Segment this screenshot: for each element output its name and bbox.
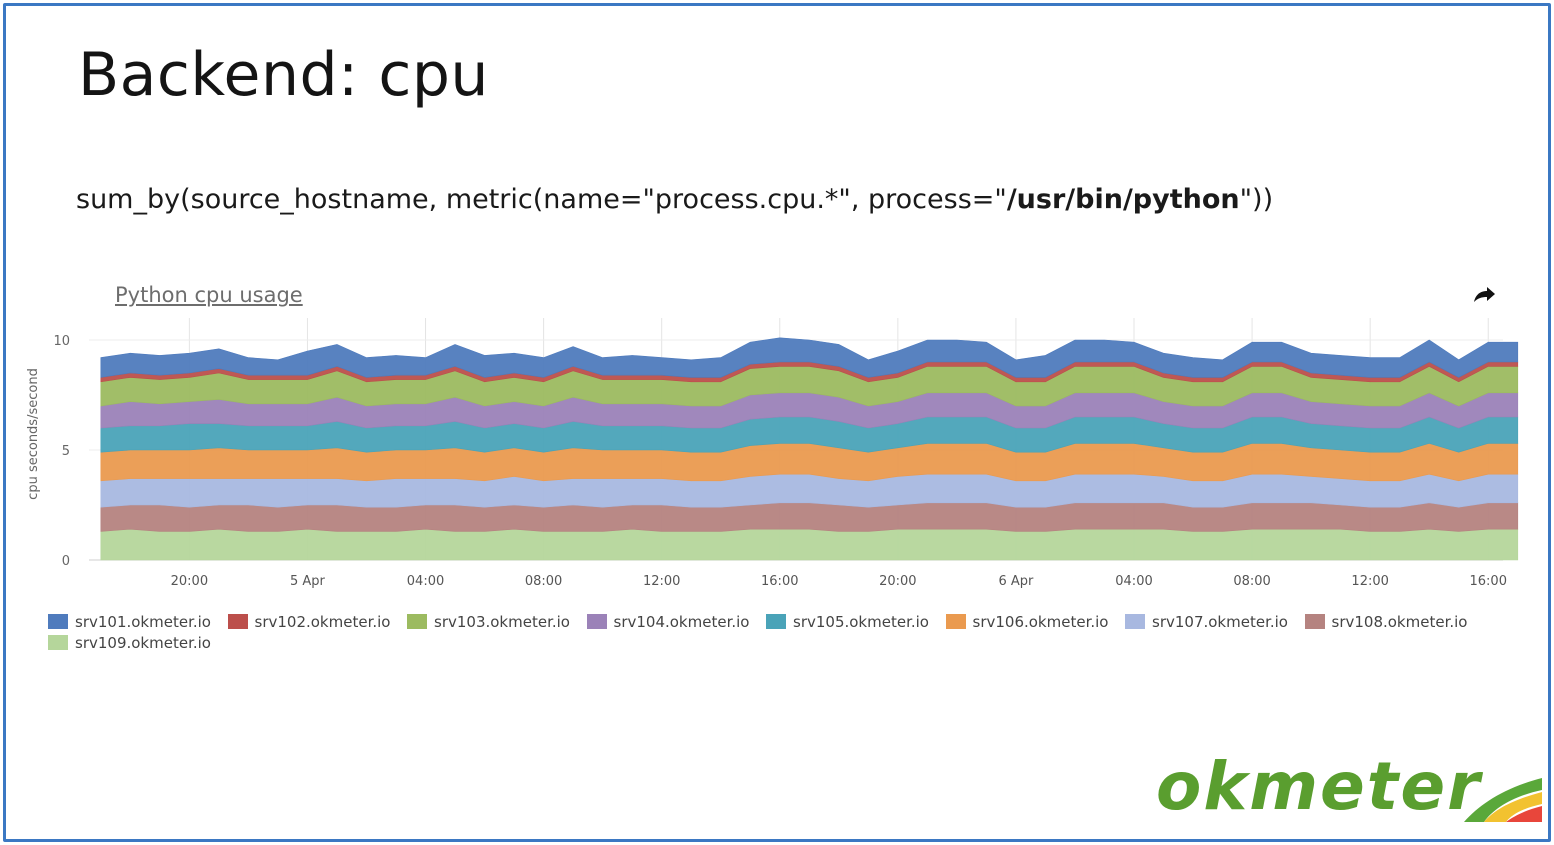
legend-swatch	[1125, 614, 1145, 629]
chart-title-link[interactable]: Python cpu usage	[115, 283, 303, 307]
slide-title: Backend: cpu	[78, 40, 489, 110]
area-srv109	[100, 528, 1519, 561]
legend-swatch	[407, 614, 427, 629]
legend-item[interactable]: srv103.okmeter.io	[407, 612, 587, 631]
legend-label: srv104.okmeter.io	[613, 612, 750, 631]
legend-label: srv102.okmeter.io	[254, 612, 391, 631]
query-suffix: "))	[1239, 184, 1274, 215]
legend-swatch	[766, 614, 786, 629]
legend-label: srv103.okmeter.io	[434, 612, 570, 631]
legend-swatch	[586, 614, 607, 629]
legend-item[interactable]: srv106.okmeter.io	[945, 612, 1126, 631]
legend-item[interactable]: srv104.okmeter.io	[586, 612, 767, 631]
legend-swatch	[227, 614, 248, 629]
y-tick-label: 0	[62, 554, 70, 569]
legend-item[interactable]: srv108.okmeter.io	[1304, 612, 1485, 631]
legend-label: srv101.okmeter.io	[75, 612, 211, 631]
area-srv107	[100, 473, 1519, 508]
legend-item[interactable]: srv109.okmeter.io	[48, 633, 228, 652]
x-tick-label: 16:00	[1470, 574, 1507, 589]
x-tick-label: 12:00	[1351, 574, 1388, 589]
y-tick-label: 10	[53, 334, 70, 349]
legend-swatch	[48, 614, 68, 629]
x-tick-label: 6 Apr	[998, 574, 1034, 589]
x-tick-label: 5 Apr	[290, 574, 326, 589]
y-axis-label: cpu seconds/second	[26, 368, 41, 500]
legend-label: srv108.okmeter.io	[1331, 612, 1468, 631]
area-chart: 0 5 10 20:00 5 Apr 04:00 08:00 12:00 16:00 20:00 6…	[26, 318, 1519, 589]
legend-item[interactable]: srv107.okmeter.io	[1125, 612, 1305, 631]
legend-label: srv107.okmeter.io	[1152, 612, 1288, 631]
x-tick-label: 04:00	[1115, 574, 1152, 589]
legend-item[interactable]: srv101.okmeter.io	[48, 612, 228, 631]
logo-mark-icon	[1464, 778, 1542, 822]
legend-item[interactable]: srv102.okmeter.io	[227, 612, 408, 631]
query-prefix: sum_by(source_hostname, metric(name="pro…	[76, 184, 1007, 215]
x-tick-label: 08:00	[1233, 574, 1270, 589]
area-srv108	[100, 502, 1519, 532]
x-tick-label: 20:00	[879, 574, 916, 589]
x-tick-label: 08:00	[525, 574, 562, 589]
area-srv101	[100, 337, 1519, 378]
y-tick-label: 5	[62, 444, 70, 459]
legend-item[interactable]: srv105.okmeter.io	[766, 612, 946, 631]
okmeter-logo: okmeter	[1152, 748, 1544, 832]
share-arrow-icon[interactable]	[1472, 284, 1496, 306]
legend-label: srv105.okmeter.io	[793, 612, 929, 631]
legend-label: srv109.okmeter.io	[75, 633, 211, 652]
query-text: sum_by(source_hostname, metric(name="pro…	[76, 184, 1273, 215]
x-tick-label: 12:00	[643, 574, 680, 589]
x-tick-label: 16:00	[761, 574, 798, 589]
chart-legend: srv101.okmeter.io srv102.okmeter.io srv103…	[48, 612, 1518, 652]
legend-label: srv106.okmeter.io	[972, 612, 1109, 631]
legend-swatch	[945, 614, 966, 629]
legend-swatch	[48, 635, 68, 650]
x-tick-label: 20:00	[171, 574, 208, 589]
logo-text: okmeter	[1156, 748, 1482, 825]
x-tick-label: 04:00	[407, 574, 444, 589]
query-bold: /usr/bin/python	[1006, 184, 1240, 215]
legend-swatch	[1304, 614, 1325, 629]
